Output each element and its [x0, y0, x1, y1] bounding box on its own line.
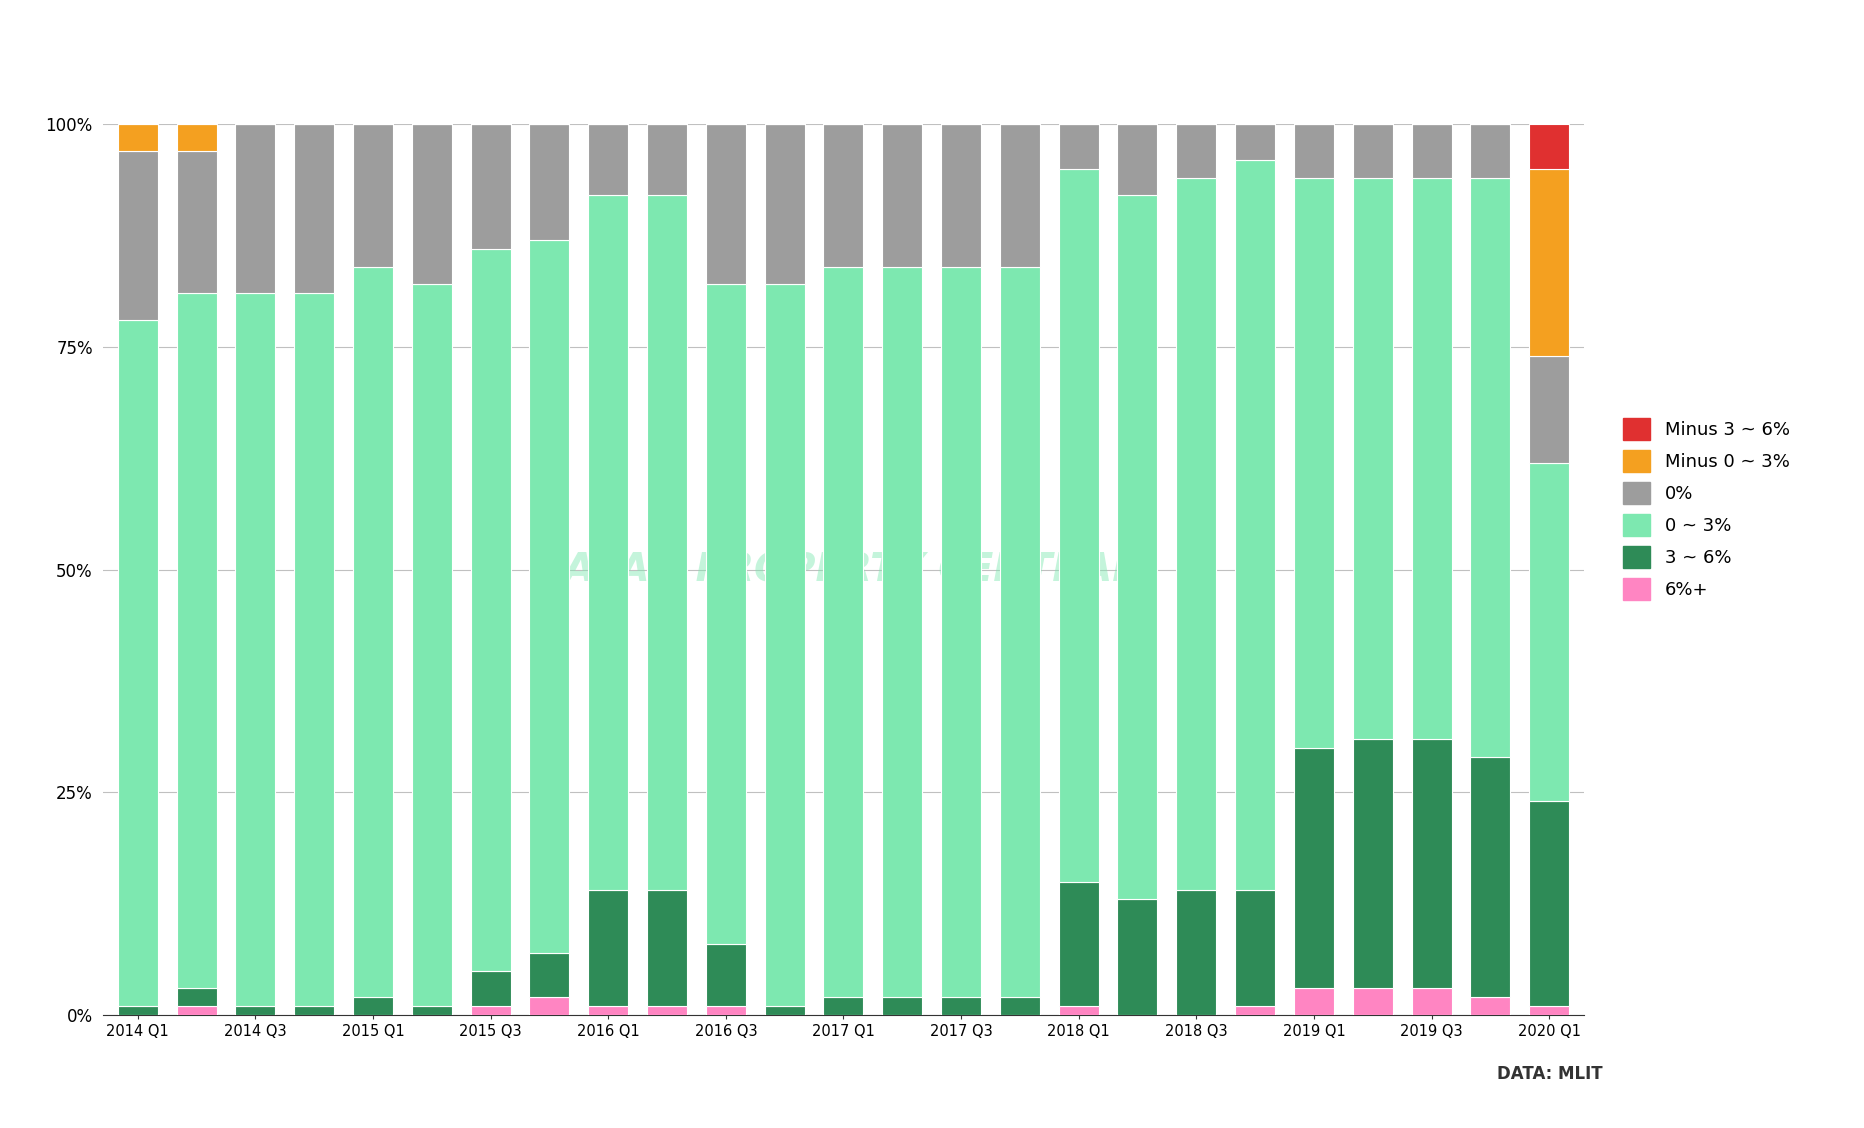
Bar [1528, 462, 1569, 801]
Bar [117, 1006, 158, 1015]
Bar [1471, 124, 1510, 177]
Bar [764, 124, 805, 284]
Bar [589, 1006, 628, 1015]
Bar [117, 320, 158, 1006]
Bar [1471, 757, 1510, 997]
Bar [295, 1006, 334, 1015]
Bar [882, 124, 923, 266]
Bar [1059, 169, 1098, 882]
Bar [764, 1006, 805, 1015]
Bar [177, 1006, 216, 1015]
Bar [295, 293, 334, 1006]
Bar [1411, 988, 1452, 1015]
Bar [470, 970, 511, 1006]
Bar [529, 997, 569, 1015]
Bar [824, 266, 863, 997]
Bar [589, 195, 628, 890]
Bar [647, 124, 688, 195]
Bar [1176, 890, 1217, 1015]
Bar [1353, 988, 1392, 1015]
Bar [882, 266, 923, 997]
Bar [647, 1006, 688, 1015]
Bar [1353, 739, 1392, 988]
Bar [235, 1006, 276, 1015]
Bar [647, 890, 688, 1006]
Bar [295, 124, 334, 293]
Bar [1353, 124, 1392, 177]
Bar [1294, 124, 1335, 177]
Bar [941, 124, 980, 266]
Bar [470, 124, 511, 249]
Bar [117, 124, 158, 151]
Bar [999, 997, 1040, 1015]
Bar [1528, 355, 1569, 462]
Bar [1528, 124, 1569, 168]
Bar [529, 240, 569, 953]
Bar [1059, 1006, 1098, 1015]
Bar [177, 293, 216, 988]
Bar [824, 997, 863, 1015]
Legend: Minus 3 ~ 6%, Minus 0 ~ 3%, 0%, 0 ~ 3%, 3 ~ 6%, 6%+: Minus 3 ~ 6%, Minus 0 ~ 3%, 0%, 0 ~ 3%, … [1624, 418, 1789, 600]
Bar [117, 151, 158, 320]
Bar [1059, 124, 1098, 168]
Bar [1059, 882, 1098, 1006]
Bar [941, 266, 980, 997]
Bar [1236, 124, 1275, 160]
Bar [177, 124, 216, 151]
Bar [882, 997, 923, 1015]
Bar [999, 124, 1040, 266]
Bar [1294, 988, 1335, 1015]
Bar [177, 151, 216, 293]
Bar [824, 124, 863, 266]
Bar [177, 988, 216, 1006]
Bar [470, 1006, 511, 1015]
Bar [412, 1006, 451, 1015]
Bar [235, 293, 276, 1006]
Bar [1528, 169, 1569, 355]
Bar [1411, 124, 1452, 177]
Bar [1118, 195, 1158, 899]
Bar [1528, 1006, 1569, 1015]
Bar [706, 124, 746, 284]
Text: JAPAN PROPERTY CENTRAL: JAPAN PROPERTY CENTRAL [550, 550, 1137, 589]
Bar [412, 124, 451, 284]
Bar [941, 997, 980, 1015]
Bar [589, 124, 628, 195]
Bar [589, 890, 628, 1006]
Bar [470, 249, 511, 970]
Bar [1176, 177, 1217, 890]
Bar [352, 124, 393, 266]
Bar [706, 284, 746, 944]
Text: DATA: MLIT: DATA: MLIT [1497, 1065, 1603, 1083]
Bar [1118, 124, 1158, 195]
Bar [706, 1006, 746, 1015]
Bar [1236, 890, 1275, 1006]
Bar [1353, 177, 1392, 739]
Bar [1236, 1006, 1275, 1015]
Bar [1294, 177, 1335, 748]
Bar [1471, 177, 1510, 757]
Bar [352, 997, 393, 1015]
Bar [412, 284, 451, 1006]
Bar [1118, 899, 1158, 1015]
Bar [764, 284, 805, 1006]
Bar [1471, 997, 1510, 1015]
Bar [1176, 124, 1217, 177]
Bar [1236, 160, 1275, 890]
Bar [235, 124, 276, 293]
Bar [1294, 748, 1335, 988]
Bar [529, 953, 569, 997]
Text: MLIT LOOK REPORT - JAPAN QUARTERLY LAND PRICES (2014 ~ 2020): MLIT LOOK REPORT - JAPAN QUARTERLY LAND … [19, 39, 1135, 68]
Bar [647, 195, 688, 890]
Bar [999, 266, 1040, 997]
Bar [706, 944, 746, 1006]
Bar [529, 124, 569, 240]
Bar [352, 266, 393, 997]
Bar [1411, 177, 1452, 739]
Bar [1528, 801, 1569, 1006]
Bar [1411, 739, 1452, 988]
